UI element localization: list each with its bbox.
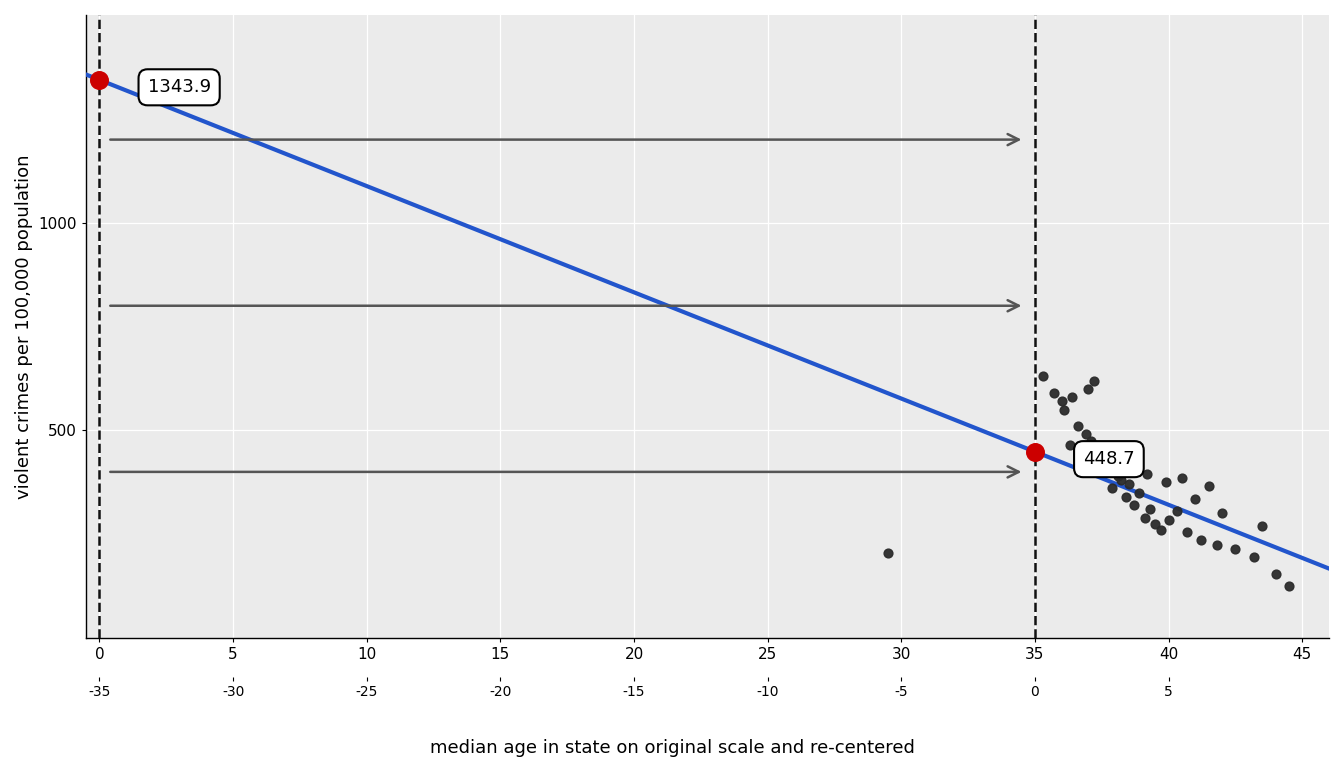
- Point: [1145, 518, 1167, 530]
- Point: [1024, 445, 1046, 458]
- Point: [1102, 482, 1124, 495]
- Point: [1107, 470, 1129, 482]
- Point: [1224, 542, 1246, 554]
- Point: [1113, 464, 1134, 476]
- Point: [1091, 458, 1113, 470]
- Text: median age in state on original scale and re-centered: median age in state on original scale an…: [430, 739, 914, 756]
- Point: [1124, 499, 1145, 511]
- Point: [1118, 478, 1140, 491]
- Point: [1062, 391, 1083, 403]
- Point: [1081, 435, 1102, 447]
- Point: [1189, 535, 1211, 547]
- Point: [1171, 472, 1192, 485]
- Point: [1211, 508, 1232, 520]
- Point: [1094, 465, 1116, 478]
- Point: [1075, 429, 1097, 441]
- Point: [89, 74, 110, 86]
- Point: [1206, 538, 1227, 551]
- Point: [1243, 551, 1265, 563]
- Point: [1032, 370, 1054, 382]
- Point: [1129, 486, 1150, 498]
- Point: [1140, 503, 1161, 515]
- Point: [1134, 511, 1156, 524]
- Point: [1198, 480, 1219, 492]
- Text: 1343.9: 1343.9: [148, 78, 211, 96]
- Point: [1110, 474, 1132, 486]
- Point: [1116, 491, 1137, 503]
- Text: 448.7: 448.7: [1083, 450, 1134, 468]
- Point: [1278, 580, 1300, 592]
- Point: [1137, 468, 1159, 480]
- Point: [1251, 520, 1273, 532]
- Point: [1184, 493, 1206, 505]
- Point: [878, 547, 899, 559]
- Point: [1097, 443, 1118, 455]
- Point: [1043, 387, 1064, 399]
- Point: [1059, 439, 1081, 451]
- Point: [1150, 524, 1172, 536]
- Point: [1159, 514, 1180, 526]
- Point: [1086, 449, 1107, 462]
- Point: [1078, 382, 1099, 395]
- Point: [1265, 568, 1286, 580]
- Point: [1083, 374, 1105, 386]
- Point: [1051, 395, 1073, 407]
- Point: [1156, 476, 1177, 488]
- Point: [1054, 403, 1075, 415]
- Point: [1165, 505, 1187, 518]
- Y-axis label: violent crimes per 100,000 population: violent crimes per 100,000 population: [15, 154, 34, 498]
- Point: [1099, 453, 1121, 465]
- Point: [1126, 455, 1148, 468]
- Point: [1067, 420, 1089, 432]
- Point: [1176, 526, 1198, 538]
